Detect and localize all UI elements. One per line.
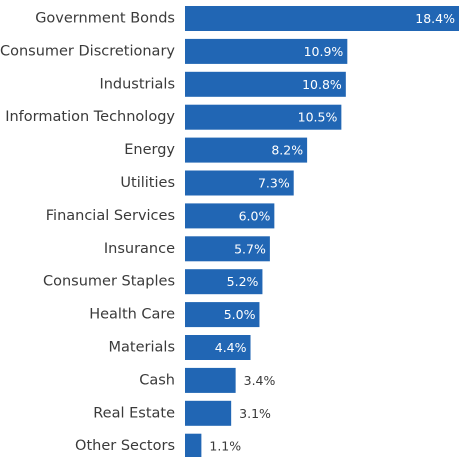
bar (185, 433, 202, 457)
bar (185, 38, 348, 64)
category-label: Industrials (99, 76, 175, 92)
value-label: 5.0% (224, 307, 256, 322)
category-label: Other Sectors (75, 438, 175, 454)
value-label: 4.4% (215, 340, 247, 355)
value-label: 10.8% (302, 77, 342, 92)
category-label: Real Estate (93, 405, 175, 421)
bar (185, 269, 263, 295)
value-label: 8.2% (271, 143, 303, 158)
category-label: Cash (139, 372, 175, 388)
category-label: Health Care (89, 307, 175, 323)
category-label: Consumer Discretionary (0, 43, 175, 59)
value-label: 6.0% (239, 208, 271, 223)
bar (185, 170, 294, 196)
category-label: Insurance (104, 241, 175, 257)
bar (185, 104, 342, 130)
bar (185, 302, 260, 328)
value-label: 1.1% (209, 439, 241, 454)
value-label: 7.3% (258, 176, 290, 191)
bar (185, 236, 270, 262)
bar (185, 71, 346, 97)
category-label: Materials (109, 340, 175, 356)
category-label: Financial Services (46, 208, 175, 224)
value-label: 3.1% (239, 406, 271, 421)
value-label: 5.7% (234, 241, 266, 256)
bar (185, 367, 236, 393)
category-label: Information Technology (5, 109, 175, 125)
bar (185, 335, 251, 360)
bar (185, 137, 308, 163)
category-label: Government Bonds (35, 11, 175, 27)
value-label: 10.5% (298, 110, 338, 125)
value-label: 3.4% (244, 373, 276, 388)
value-label: 5.2% (227, 274, 259, 289)
category-label: Utilities (120, 175, 175, 191)
bar (185, 203, 275, 229)
category-label: Energy (124, 142, 175, 158)
value-label: 18.4% (415, 11, 455, 26)
category-label: Consumer Staples (43, 274, 175, 290)
bar (185, 6, 459, 31)
bar (185, 400, 232, 426)
value-label: 10.9% (304, 44, 344, 59)
